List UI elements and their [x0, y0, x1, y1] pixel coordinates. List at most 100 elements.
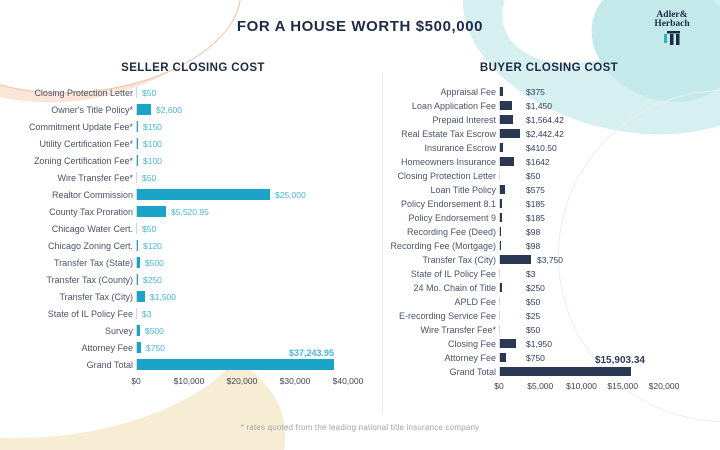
- category-label: Recording Fee (Deed): [406, 226, 496, 237]
- category-label: Grand Total: [86, 359, 133, 370]
- chart-row: Loan Application Fee $1,450: [388, 100, 710, 111]
- plot-area: $1,950: [499, 338, 665, 349]
- value-label: $1,950: [526, 338, 552, 349]
- page-title: FOR A HOUSE WORTH $500,000: [236, 18, 484, 35]
- plot-area: $185: [499, 213, 665, 223]
- chart-row: Chicago Water Cert. $50: [18, 223, 368, 234]
- chart-row: Zoning Certification Fee* $100: [18, 155, 368, 166]
- bar: [500, 213, 502, 222]
- chart-row: Prepaid Interest $1,564.42: [388, 114, 710, 125]
- category-label: Chicago Water Cert.: [51, 223, 133, 234]
- chart-row: State of IL Policy Fee $3: [18, 308, 368, 319]
- chart-row: Policy Endorsement 8.1 $185: [388, 198, 710, 209]
- value-label: $15,903.34: [594, 355, 645, 366]
- company-logo: Adler& Herbach: [648, 10, 696, 51]
- value-label: $100: [143, 138, 162, 149]
- bar: [137, 206, 166, 217]
- chart-row: Realtor Commission $25,000: [18, 189, 368, 200]
- value-label: $185: [526, 198, 545, 209]
- category-label: 24 Mo. Chain of Title: [413, 282, 496, 293]
- plot-area: $1,564.42: [499, 114, 665, 125]
- plot-area: $575: [499, 185, 665, 195]
- plot-area: $98: [499, 226, 665, 237]
- plot-area: $185: [499, 198, 665, 209]
- chart-row: 24 Mo. Chain of Title $250: [388, 282, 710, 293]
- seller-chart-x-axis: $0 $10,000 $20,000 $30,000 $40,000: [131, 376, 368, 388]
- plot-area: $375: [499, 86, 665, 97]
- x-axis-tick: $10,000: [566, 381, 597, 391]
- plot-area: $50: [136, 223, 349, 234]
- plot-area: $250: [499, 283, 665, 293]
- value-label: $5,520.95: [171, 206, 209, 217]
- value-label: $100: [143, 155, 162, 166]
- category-label: Transfer Tax (State): [53, 257, 133, 268]
- bar: [500, 101, 512, 110]
- category-label: Transfer Tax (County): [46, 274, 133, 285]
- value-label: $37,243.95: [288, 348, 334, 358]
- bar: [137, 104, 151, 115]
- plot-area: $1,500: [136, 291, 349, 302]
- chart-row: Owner's Title Policy* $2,600: [18, 104, 368, 115]
- value-label: $3: [526, 268, 536, 279]
- bar: [500, 157, 514, 166]
- value-label: $1642: [526, 156, 550, 167]
- category-label: Insurance Escrow: [424, 142, 496, 153]
- seller-closing-cost-chart: SELLER CLOSING COST Closing Protection L…: [18, 62, 368, 388]
- chart-row: Grand Total $37,243.95: [18, 348, 368, 370]
- value-label: $375: [526, 86, 545, 97]
- value-label: $1,564.42: [526, 114, 564, 125]
- value-label: $250: [143, 274, 162, 285]
- plot-area: $50: [136, 87, 349, 98]
- category-label: County Tax Proration: [49, 206, 133, 217]
- bar: [500, 339, 516, 348]
- chart-row: Transfer Tax (City) $3,750: [388, 254, 710, 265]
- value-label: $98: [526, 226, 541, 237]
- value-label: $2,600: [156, 104, 182, 115]
- x-axis-tick: $20,000: [226, 376, 258, 386]
- value-label: $50: [142, 223, 157, 234]
- x-axis-tick: $30,000: [279, 376, 311, 386]
- x-axis-tick: $0: [494, 381, 504, 391]
- category-label: Grand Total: [449, 366, 496, 377]
- bar: [137, 189, 270, 200]
- chart-row: Transfer Tax (County) $250: [18, 274, 368, 285]
- plot-area: $250: [136, 274, 349, 285]
- category-label: Closing Fee: [447, 338, 496, 349]
- value-label: $98: [526, 240, 541, 251]
- chart-row: APLD Fee $50: [388, 297, 710, 307]
- plot-area: $15,903.34: [499, 355, 665, 376]
- bar: [137, 359, 334, 370]
- value-label: $1,500: [150, 291, 176, 302]
- chart-row: State of IL Policy Fee $3: [388, 268, 710, 279]
- value-label: $500: [145, 257, 164, 268]
- plot-area: $1,450: [499, 101, 665, 111]
- logo-text-line2: Herbach: [654, 19, 690, 29]
- chart-row: Loan Title Policy $575: [388, 184, 710, 195]
- plot-area: $50: [136, 172, 349, 183]
- column-icon: [648, 31, 696, 51]
- plot-area: $25,000: [136, 189, 349, 200]
- plot-area: $50: [499, 297, 665, 307]
- footnote: * rates quoted from the leading national…: [240, 423, 480, 432]
- category-label: Loan Title Policy: [430, 184, 496, 195]
- chart-row: Wire Transfer Fee* $50: [388, 325, 710, 335]
- category-label: Owner's Title Policy*: [51, 104, 133, 115]
- plot-area: $50: [499, 170, 665, 181]
- bar: [500, 353, 506, 362]
- category-label: Transfer Tax (City): [422, 254, 496, 265]
- bar: [137, 257, 140, 268]
- value-label: $750: [146, 342, 165, 353]
- buyer-chart-title: BUYER CLOSING COST: [479, 62, 619, 74]
- value-label: $500: [145, 325, 164, 336]
- bar: [137, 138, 138, 149]
- value-label: $150: [143, 121, 162, 132]
- x-axis-tick: $15,000: [607, 381, 639, 391]
- category-label: Real Estate Tax Escrow: [401, 128, 496, 139]
- category-label: Loan Application Fee: [411, 100, 496, 111]
- chart-row: Attorney Fee $750: [388, 353, 710, 363]
- plot-area: $2,442.42: [499, 129, 665, 139]
- value-label: $50: [526, 170, 541, 181]
- bar: [137, 325, 140, 336]
- bar: [137, 121, 138, 132]
